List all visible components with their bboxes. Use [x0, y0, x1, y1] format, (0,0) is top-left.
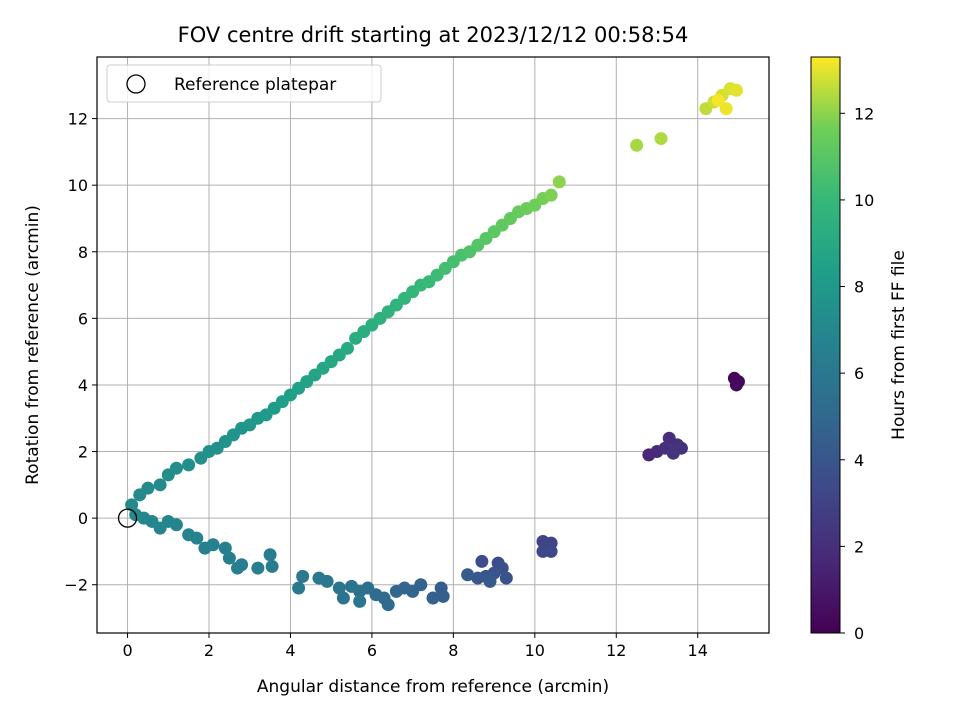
colorbar-tick-label: 6 — [854, 364, 864, 383]
reference-marker — [117, 508, 138, 528]
data-point — [263, 548, 277, 562]
data-points — [125, 82, 745, 612]
colorbar-tick-label: 4 — [854, 451, 864, 470]
y-axis-label: Rotation from reference (arcmin) — [23, 205, 43, 485]
data-point — [222, 551, 236, 565]
data-point — [389, 584, 403, 598]
data-point — [552, 175, 566, 189]
data-point — [332, 581, 346, 595]
data-point — [475, 554, 489, 568]
data-point — [461, 568, 475, 582]
data-point — [345, 579, 359, 593]
y-tick-label: 4 — [78, 376, 88, 395]
x-tick-label: 4 — [285, 641, 295, 660]
colorbar-label: Hours from first FF file — [889, 250, 909, 440]
data-point — [499, 571, 513, 585]
colorbar-tick-label: 8 — [854, 278, 864, 297]
data-point — [265, 559, 279, 573]
data-point — [729, 83, 743, 97]
x-tick-label: 8 — [448, 641, 458, 660]
y-tick-label: 8 — [78, 243, 88, 262]
data-point — [125, 498, 139, 512]
y-tick-label: −2 — [64, 576, 88, 595]
y-tick-label: 6 — [78, 309, 88, 328]
data-point — [711, 93, 725, 107]
colorbar: 0 2 4 6 8 10 12 — [810, 56, 874, 643]
colorbar-frame — [810, 56, 841, 634]
data-point — [353, 594, 367, 608]
chart-title: FOV centre drift starting at 2023/12/12 … — [178, 23, 689, 47]
data-point — [340, 341, 354, 355]
legend: Reference platepar — [106, 64, 382, 103]
data-point — [182, 458, 196, 472]
grid-lines — [97, 57, 769, 633]
data-point — [296, 569, 310, 583]
legend-box — [106, 64, 382, 103]
y-tick-label: 12 — [68, 110, 88, 129]
data-point — [630, 138, 644, 152]
data-point — [471, 571, 485, 585]
x-tick-label: 14 — [688, 641, 708, 660]
x-tick-label: 2 — [204, 641, 214, 660]
data-point — [654, 132, 668, 146]
data-point — [666, 446, 680, 460]
data-point — [153, 478, 167, 492]
colorbar-tick-label: 2 — [854, 537, 864, 556]
plot-frame — [96, 56, 770, 634]
colorbar-tick-label: 0 — [854, 624, 864, 643]
legend-label: Reference platepar — [174, 75, 336, 95]
data-point — [312, 571, 326, 585]
y-tick-label: 10 — [68, 176, 88, 195]
data-point — [141, 481, 155, 495]
axes: 0 2 4 6 8 10 12 14 −2 0 2 4 6 8 10 12 — [64, 56, 770, 660]
x-tick-label: 12 — [606, 641, 626, 660]
x-axis-label: Angular distance from reference (arcmin) — [257, 677, 609, 697]
x-tick-label: 0 — [122, 641, 132, 660]
colorbar-gradient — [811, 57, 840, 633]
colorbar-tick-label: 10 — [854, 191, 874, 210]
data-point — [218, 541, 232, 555]
data-point — [729, 378, 743, 392]
data-point — [544, 544, 558, 558]
x-tick-label: 6 — [367, 641, 377, 660]
data-point — [198, 541, 212, 555]
data-point — [169, 461, 183, 475]
data-point — [292, 581, 306, 595]
y-tick-label: 0 — [78, 509, 88, 528]
data-point — [483, 574, 497, 588]
data-point — [336, 591, 350, 605]
colorbar-tick-label: 12 — [854, 104, 874, 123]
y-tick-label: 2 — [78, 443, 88, 462]
legend-marker — [126, 74, 146, 94]
data-point — [544, 188, 558, 202]
data-point — [251, 561, 265, 575]
data-point — [182, 528, 196, 542]
data-point — [426, 591, 440, 605]
data-point — [719, 102, 733, 116]
data-point — [436, 589, 450, 603]
x-tick-label: 10 — [525, 641, 545, 660]
data-point — [231, 561, 245, 575]
